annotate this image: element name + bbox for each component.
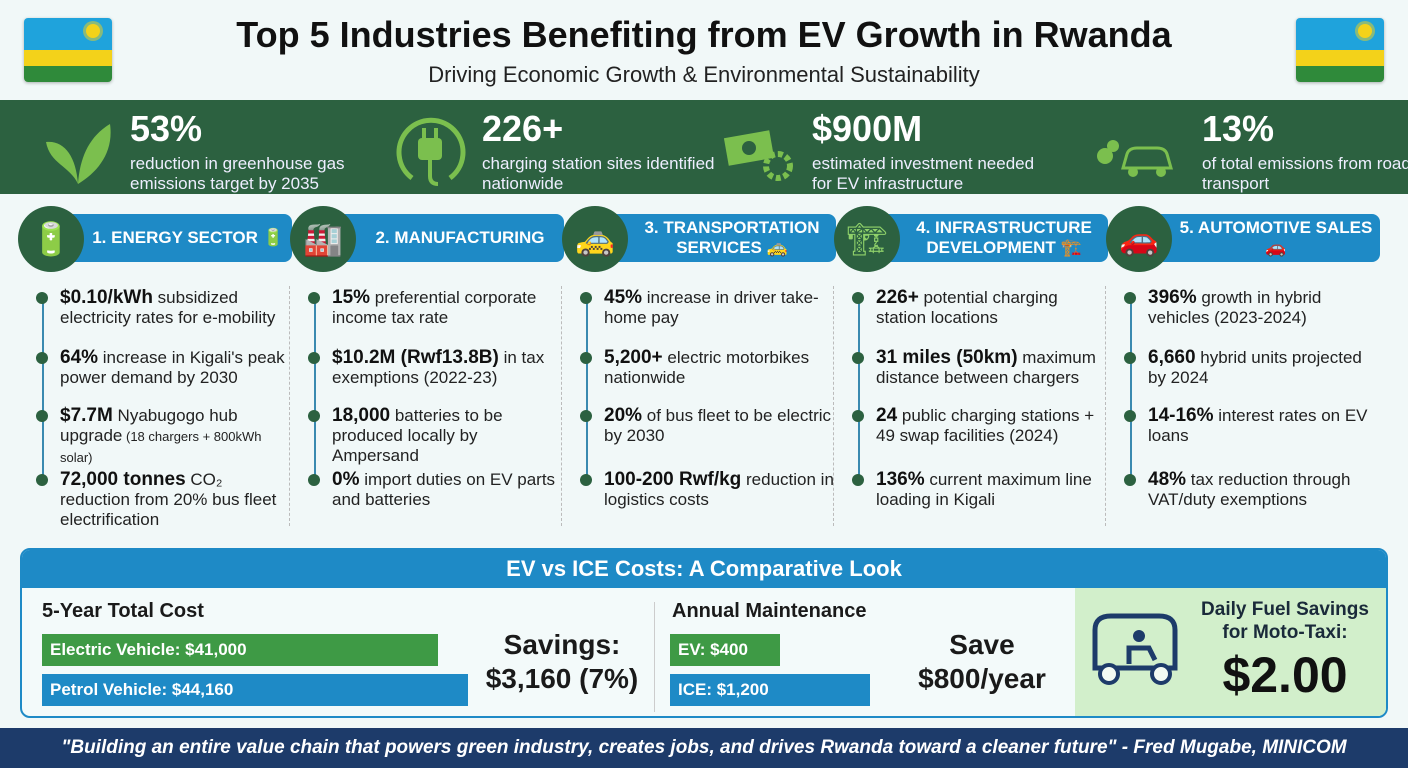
industry-fact: 6,660 hybrid units projected by 2024: [1124, 348, 1380, 388]
leaf-icon: [46, 124, 111, 184]
industry-fact: $10.2M (Rwf13.8B) in tax exemptions (202…: [308, 348, 564, 388]
battery-icon: 🔋: [18, 206, 84, 272]
money-gear-icon: [723, 130, 793, 181]
industry-column: 5. AUTOMOTIVE SALES 🚗 🚗 396% growth in h…: [1106, 206, 1380, 530]
total-cost-label: 5-Year Total Cost: [42, 600, 204, 622]
footer-quote: "Building an entire value chain that pow…: [0, 728, 1408, 768]
industry-column: 1. ENERGY SECTOR 🔋 🔋 $0.10/kWh subsidize…: [18, 206, 292, 530]
industry-column: 2. MANUFACTURING 🏭 15% preferential corp…: [290, 206, 564, 530]
industry-fact: 15% preferential corporate income tax ra…: [308, 288, 564, 328]
industry-fact: 5,200+ electric motorbikes nationwide: [580, 348, 836, 388]
industry-fact: 136% current maximum line loading in Kig…: [852, 470, 1108, 510]
rwanda-flag-right: [1296, 18, 1384, 82]
page-title: Top 5 Industries Benefiting from EV Grow…: [236, 14, 1172, 55]
rwanda-flag-left: [24, 18, 112, 82]
stat-value: $900M: [812, 108, 923, 149]
industry-column: 3. TRANSPORTATION SERVICES 🚕 🚕 45% incre…: [562, 206, 836, 530]
car-emissions-icon: [1097, 140, 1173, 177]
plug-icon: [396, 117, 466, 186]
cost-comparison-panel: EV vs ICE Costs: A Comparative Look 5-Ye…: [20, 548, 1388, 718]
stat-desc: of total emissions from road transport: [1202, 154, 1408, 193]
industry-title: 5. AUTOMOTIVE SALES 🚗: [1128, 214, 1380, 262]
taxi-icon: 🚕: [562, 206, 628, 272]
stat-value: 226+: [482, 108, 564, 149]
crane-icon: 🏗: [834, 206, 900, 272]
maint-savings-value: $800/year: [918, 663, 1046, 694]
industry-column: 4. INFRASTRUCTURE DEVELOPMENT 🏗️ 🏗 226+ …: [834, 206, 1108, 530]
stat-desc: reduction in greenhouse gas emissions ta…: [130, 154, 345, 193]
stat-desc: estimated investment needed for EV infra…: [812, 154, 1035, 193]
ev-maint-bar: EV: $400: [670, 634, 780, 666]
page-subtitle: Driving Economic Growth & Environmental …: [428, 62, 980, 87]
industry-fact: 18,000 batteries to be produced locally …: [308, 406, 564, 466]
industry-fact: 45% increase in driver take-home pay: [580, 288, 836, 328]
industry-fact: 31 miles (50km) maximum distance between…: [852, 348, 1108, 388]
factory-icon: 🏭: [290, 206, 356, 272]
moto-savings-value: $2.00: [1222, 647, 1348, 703]
stat-value: 53%: [130, 108, 203, 149]
savings-label: Savings:: [503, 629, 621, 660]
tuk-tuk-icon: [1092, 613, 1178, 685]
industry-fact: 100-200 Rwf/kg reduction in logistics co…: [580, 470, 836, 510]
industry-fact: 226+ potential charging station location…: [852, 288, 1108, 328]
industry-fact: 48% tax reduction through VAT/duty exemp…: [1124, 470, 1380, 510]
ice-total-bar: Petrol Vehicle: $44,160: [42, 674, 468, 706]
maint-savings-label: Save: [949, 629, 1015, 660]
ev-total-bar: Electric Vehicle: $41,000: [42, 634, 438, 666]
industry-fact: 20% of bus fleet to be electric by 2030: [580, 406, 836, 446]
savings-value: $3,160 (7%): [485, 663, 639, 694]
comparison-title: EV vs ICE Costs: A Comparative Look: [22, 550, 1386, 588]
industry-fact: 72,000 tonnes CO₂ reduction from 20% bus…: [36, 470, 292, 530]
industry-fact: 64% increase in Kigali's peak power dema…: [36, 348, 292, 388]
industry-fact: 14-16% interest rates on EV loans: [1124, 406, 1380, 446]
maintenance-label: Annual Maintenance: [672, 600, 867, 622]
key-stats-band: 53% reduction in greenhouse gas emission…: [0, 100, 1408, 194]
stat-value: 13%: [1202, 108, 1275, 149]
car-icon: 🚗: [1106, 206, 1172, 272]
industry-fact: 24 public charging stations + 49 swap fa…: [852, 406, 1108, 446]
moto-taxi-savings: Daily Fuel Savings for Moto-Taxi: $2.00: [1075, 588, 1386, 716]
industry-fact: 396% growth in hybrid vehicles (2023-202…: [1124, 288, 1380, 328]
industry-fact: 0% import duties on EV parts and batteri…: [308, 470, 564, 510]
ice-maint-bar: ICE: $1,200: [670, 674, 870, 706]
stat-desc: charging station sites identified nation…: [482, 154, 715, 193]
industry-fact: $7.7M Nyabugogo hub upgrade (18 chargers…: [36, 406, 292, 468]
industry-fact: $0.10/kWh subsidized electricity rates f…: [36, 288, 292, 328]
moto-savings-label: Daily Fuel Savings for Moto-Taxi:: [1201, 599, 1369, 643]
